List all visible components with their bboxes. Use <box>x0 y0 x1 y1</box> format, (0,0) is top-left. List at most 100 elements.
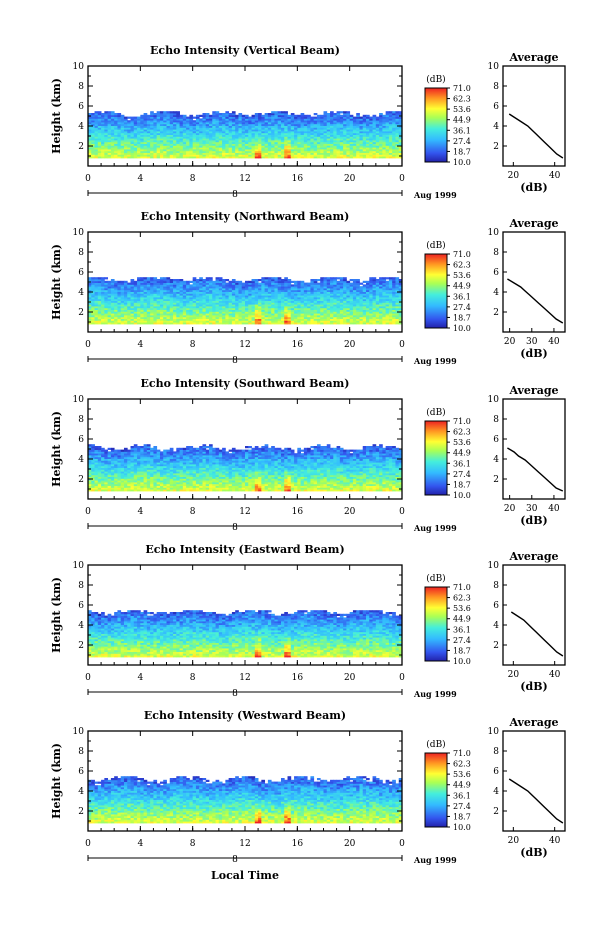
heatmap-cell <box>169 279 174 282</box>
heatmap-cell <box>369 132 373 135</box>
heatmap-cell <box>205 129 210 132</box>
heatmap-cell <box>375 131 380 134</box>
heatmap-cell <box>110 152 115 155</box>
heatmap-cell <box>346 114 351 117</box>
heatmap-cell <box>222 315 226 318</box>
heatmap-cell <box>271 316 275 319</box>
heatmap-cell <box>284 113 288 116</box>
heatmap-cell <box>356 138 360 141</box>
heatmap-cell <box>333 134 337 137</box>
heatmap-cell <box>153 129 158 132</box>
heatmap-cell <box>284 149 288 152</box>
heatmap-cell <box>218 322 223 325</box>
heatmap-cell <box>88 122 92 125</box>
heatmap-cell <box>146 279 151 282</box>
heatmap-cell <box>274 116 279 119</box>
heatmap-cell <box>156 313 161 316</box>
heatmap-cell <box>271 289 275 292</box>
heatmap-cell <box>346 156 351 159</box>
heatmap-cell <box>91 132 95 135</box>
heatmap-cell <box>153 140 158 143</box>
heatmap-cell <box>104 122 109 125</box>
heatmap-cell <box>238 302 243 305</box>
heatmap-cell <box>297 145 301 148</box>
heatmap-cell <box>159 318 164 321</box>
heatmap-cell <box>245 154 249 157</box>
heatmap-cell <box>107 309 112 312</box>
heatmap-cell <box>235 150 239 153</box>
heatmap-cell <box>274 316 279 319</box>
heatmap-cell <box>186 154 190 157</box>
heatmap-cell <box>97 320 102 323</box>
heatmap-cell <box>398 125 403 128</box>
heatmap-cell <box>104 307 109 310</box>
heatmap-cell <box>303 122 308 125</box>
heatmap-cell <box>189 150 194 153</box>
heatmap-cell <box>104 114 109 117</box>
heatmap-cell <box>143 286 148 289</box>
heatmap-cell <box>385 150 390 153</box>
heatmap-cell <box>159 282 164 285</box>
heatmap-cell <box>88 118 92 121</box>
heatmap-cell <box>359 129 364 132</box>
heatmap-cell <box>346 140 351 143</box>
heatmap-cell <box>369 154 373 157</box>
heatmap-cell <box>303 147 308 150</box>
heatmap-cell <box>101 309 105 312</box>
heatmap-cell <box>127 284 131 287</box>
heatmap-cell <box>326 143 331 146</box>
heatmap-cell <box>326 141 331 144</box>
heatmap-cell <box>130 304 135 307</box>
heatmap-cell <box>159 307 164 310</box>
heatmap-cell <box>225 297 230 300</box>
heatmap-cell <box>336 143 341 146</box>
heatmap-cell <box>326 132 331 135</box>
heatmap-cell <box>127 132 131 135</box>
heatmap-cell <box>222 320 226 323</box>
heatmap-cell <box>231 289 236 292</box>
heatmap-cell <box>133 147 138 150</box>
heatmap-cell <box>202 120 207 123</box>
heatmap-cell <box>356 113 360 116</box>
heatmap-cell <box>235 132 239 135</box>
heatmap-cell <box>195 114 200 117</box>
heatmap-cell <box>274 300 279 303</box>
heatmap-cell <box>225 136 230 139</box>
heatmap-cell <box>110 298 115 301</box>
heatmap-cell <box>120 315 125 318</box>
heatmap-cell <box>94 291 99 294</box>
heatmap-cell <box>189 318 194 321</box>
heatmap-cell <box>261 140 266 143</box>
heatmap-cell <box>163 141 167 144</box>
heatmap-cell <box>238 116 243 119</box>
heatmap-cell <box>241 309 246 312</box>
heatmap-cell <box>186 122 190 125</box>
heatmap-cell <box>228 123 233 126</box>
heatmap-cell <box>261 280 266 283</box>
heatmap-cell <box>274 111 279 114</box>
heatmap-cell <box>375 116 380 119</box>
heatmap-cell <box>166 307 171 310</box>
heatmap-cell <box>330 123 334 126</box>
heatmap-cell <box>101 282 105 285</box>
heatmap-cell <box>228 131 233 134</box>
heatmap-cell <box>153 304 158 307</box>
heatmap-cell <box>169 304 174 307</box>
heatmap-cell <box>379 141 383 144</box>
heatmap-cell <box>140 134 144 137</box>
heatmap-cell <box>228 320 233 323</box>
heatmap-cell <box>274 125 279 128</box>
heatmap-cell <box>107 315 112 318</box>
heatmap-cell <box>159 113 164 116</box>
heatmap-cell <box>176 280 180 283</box>
heatmap-cell <box>199 156 203 159</box>
heatmap-cell <box>323 125 328 128</box>
heatmap-cell <box>254 136 259 139</box>
heatmap-cell <box>366 120 370 123</box>
heatmap-cell <box>137 123 141 126</box>
heatmap-cell <box>150 129 154 132</box>
heatmap-cell <box>202 125 207 128</box>
heatmap-cell <box>307 125 311 128</box>
heatmap-cell <box>192 316 197 319</box>
heatmap-cell <box>339 129 344 132</box>
